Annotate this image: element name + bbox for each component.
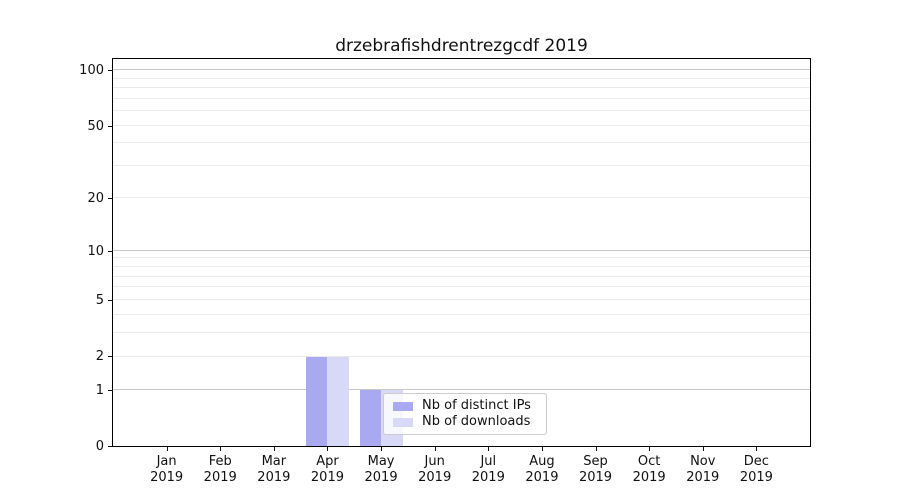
plot-area: Nb of distinct IPs Nb of downloads	[112, 58, 811, 447]
x-tick-label-jan: Jan 2019	[150, 454, 184, 485]
x-tick-label-jun: Jun 2019	[418, 454, 452, 485]
minor-gridline	[113, 299, 810, 301]
x-tick-label-sep: Sep 2019	[578, 454, 613, 485]
x-tick-mark	[273, 447, 275, 451]
y-tick-mark	[108, 300, 112, 302]
major-gridline	[113, 249, 810, 251]
x-tick-mark	[702, 447, 704, 451]
bar-apr-downloads	[327, 356, 349, 446]
x-tick-label-oct: Oct 2019	[632, 454, 666, 485]
x-tick-label-aug: Aug 2019	[525, 454, 559, 485]
legend: Nb of distinct IPs Nb of downloads	[383, 393, 547, 435]
y-tick-mark	[108, 250, 112, 252]
legend-item-downloads: Nb of downloads	[393, 415, 537, 429]
minor-gridline	[113, 275, 810, 277]
x-tick-label-apr: Apr 2019	[310, 454, 344, 485]
x-tick-mark	[595, 447, 597, 451]
minor-gridline	[113, 332, 810, 334]
y-tick-mark	[108, 446, 112, 447]
minor-gridline	[113, 266, 810, 267]
y-tick-label: 20	[87, 190, 104, 206]
x-tick-label-jul: Jul 2019	[471, 454, 505, 485]
bar-apr-distinct-ips	[306, 356, 328, 446]
x-tick-mark	[756, 447, 758, 451]
minor-gridline	[113, 142, 810, 144]
x-tick-mark	[649, 447, 651, 451]
major-gridline	[113, 69, 810, 70]
y-tick-mark	[108, 356, 112, 358]
y-tick-label: 0	[95, 439, 104, 454]
minor-gridline	[113, 355, 810, 357]
y-tick-label: 1	[95, 382, 104, 398]
legend-label-downloads: Nb of downloads	[422, 414, 531, 429]
legend-label-distinct-ips: Nb of distinct IPs	[422, 398, 531, 413]
x-tick-mark	[541, 447, 543, 451]
x-tick-mark	[220, 447, 222, 451]
x-tick-label-mar: Mar 2019	[257, 454, 291, 485]
y-tick-mark	[108, 197, 112, 199]
x-tick-label-dec: Dec 2019	[739, 454, 773, 485]
minor-gridline	[113, 257, 810, 259]
minor-gridline	[113, 196, 810, 198]
y-tick-label: 10	[87, 243, 104, 259]
x-tick-label-feb: Feb 2019	[203, 454, 237, 485]
y-tick-label: 2	[95, 349, 104, 365]
bar-may-distinct-ips	[359, 389, 382, 446]
minor-gridline	[113, 97, 810, 99]
minor-gridline	[113, 286, 810, 288]
minor-gridline	[113, 110, 810, 112]
minor-gridline	[113, 77, 810, 79]
y-tick-mark	[108, 389, 112, 391]
minor-gridline	[113, 124, 810, 126]
x-tick-mark	[434, 447, 436, 451]
y-tick-label: 5	[95, 293, 104, 309]
distinct-ips-swatch-icon	[393, 401, 413, 411]
minor-gridline	[113, 165, 810, 167]
y-tick-label: 100	[79, 63, 104, 78]
minor-gridline	[113, 313, 810, 315]
y-tick-mark	[108, 70, 112, 71]
major-gridline	[113, 388, 810, 390]
x-tick-label-may: May 2019	[364, 454, 398, 485]
downloads-swatch-icon	[393, 417, 413, 427]
legend-item-distinct-ips: Nb of distinct IPs	[393, 399, 537, 413]
x-tick-mark	[166, 447, 168, 451]
chart-title: drzebrafishdrentrezgcdf 2019	[335, 36, 588, 56]
y-tick-mark	[108, 125, 112, 127]
x-tick-label-nov: Nov 2019	[686, 454, 720, 485]
x-tick-mark	[488, 447, 490, 451]
minor-gridline	[113, 86, 810, 88]
y-tick-label: 50	[87, 118, 104, 134]
x-tick-mark	[381, 447, 383, 451]
x-tick-mark	[327, 447, 329, 451]
